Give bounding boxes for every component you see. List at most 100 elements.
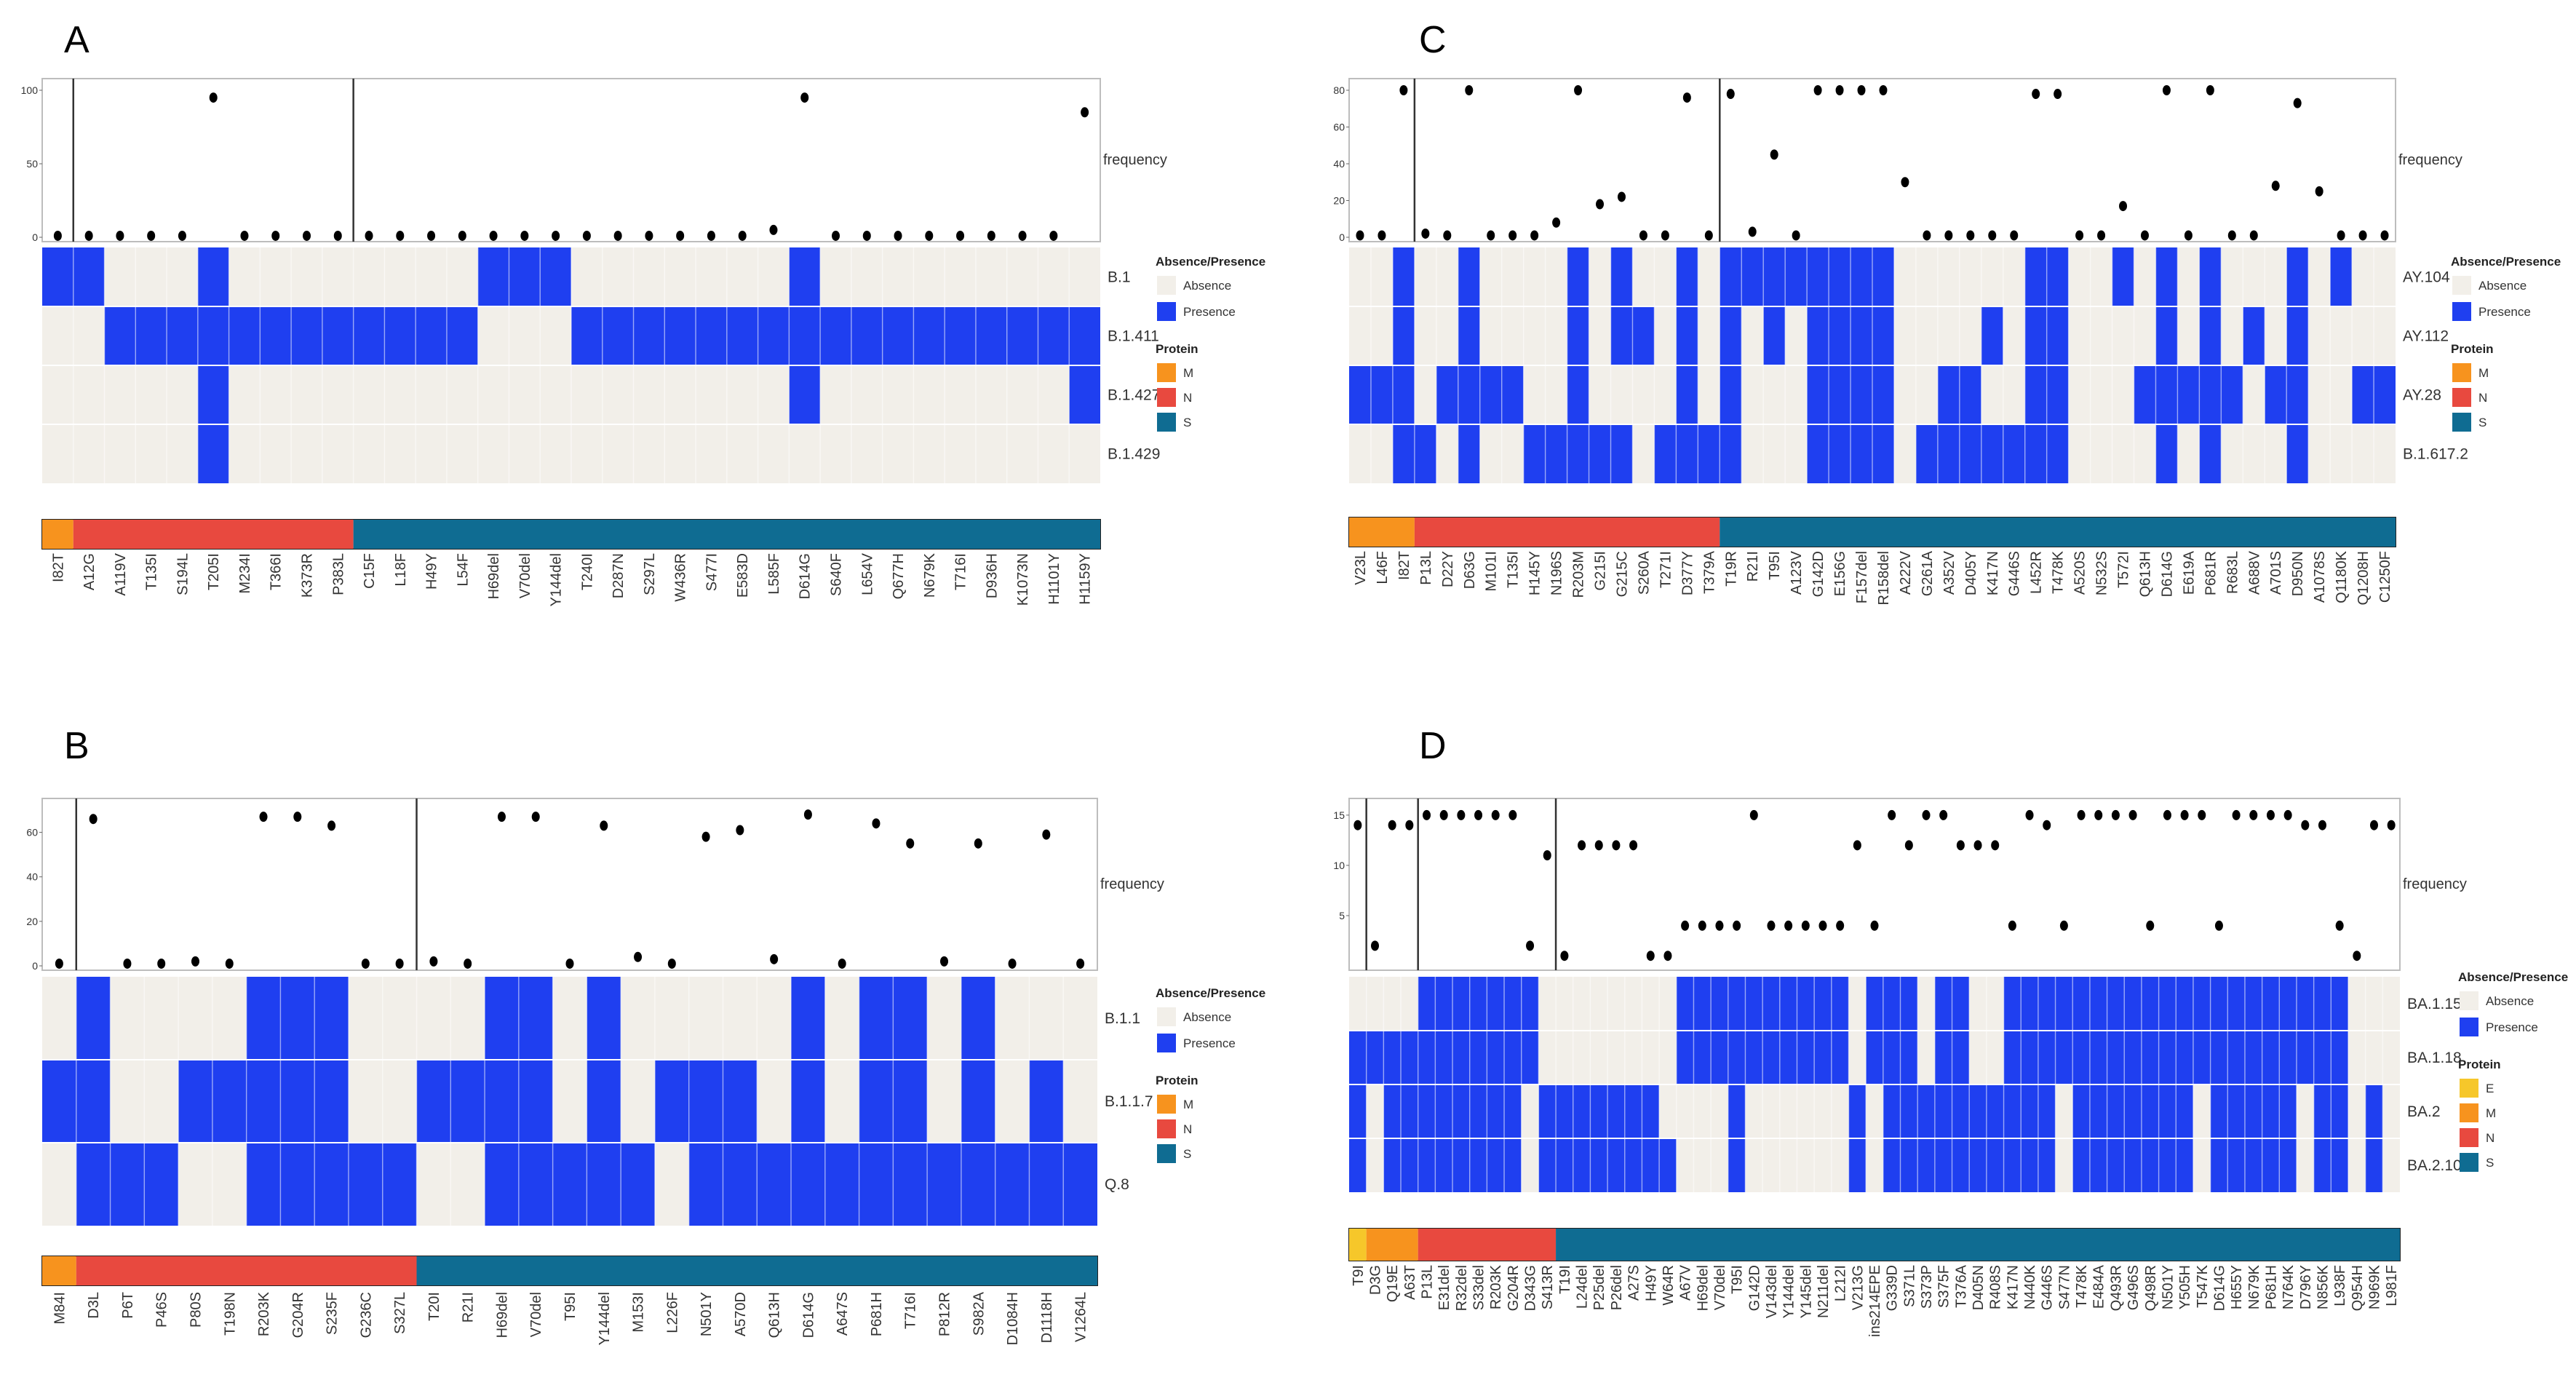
mutation-label: K1073N	[1015, 553, 1031, 606]
frequency-point	[395, 958, 404, 969]
frequency-point	[209, 92, 218, 103]
y-tick-label: 100	[21, 84, 39, 96]
frequency-point	[1988, 230, 1997, 241]
legend-title-protein: Protein	[2451, 342, 2494, 356]
presence-cell	[1848, 1138, 1867, 1192]
frequency-point	[427, 230, 436, 241]
legend-swatch-protein	[2460, 1153, 2478, 1172]
mutation-label: D796Y	[2298, 1265, 2314, 1309]
mutation-label: T135I	[1506, 551, 1522, 588]
mutation-label: G446S	[2040, 1265, 2056, 1310]
mutation-label: T9I	[1351, 1265, 1367, 1286]
mutation-label: G215I	[1593, 551, 1609, 590]
panel-label-a: A	[64, 19, 90, 61]
y-tick-label: 40	[1333, 158, 1345, 170]
frequency-point	[1646, 951, 1655, 961]
mutation-label: D614G	[798, 553, 814, 599]
frequency-point	[53, 230, 62, 241]
mutation-label: T95I	[1730, 1265, 1746, 1294]
frequency-point	[1596, 199, 1605, 210]
legend-label-protein: N	[1183, 391, 1192, 405]
frequency-point	[429, 956, 438, 967]
frequency-point	[84, 230, 93, 241]
protein-segment	[1720, 517, 2396, 547]
legend-title-absence-presence: Absence/Presence	[1156, 255, 1265, 269]
legend-swatch-protein	[1157, 1144, 1176, 1163]
legend-label-absence: Absence	[1183, 1010, 1231, 1024]
frequency-point	[565, 958, 574, 969]
frequency-point	[667, 958, 676, 969]
mutation-label: K373R	[300, 553, 316, 598]
frequency-point	[1733, 920, 1741, 931]
presence-cell	[2199, 424, 2222, 483]
presence-cell	[2365, 1084, 2383, 1138]
mutation-label: V70del	[517, 553, 533, 598]
frequency-point	[1353, 820, 1362, 830]
panel-a-frequency-label: frequency	[1103, 152, 1167, 168]
mutation-label: T198N	[222, 1292, 238, 1336]
mutation-label: Q1180K	[2334, 550, 2350, 603]
frequency-point	[1356, 230, 1364, 241]
presence-cell	[2199, 306, 2222, 365]
protein-segment	[353, 520, 1100, 549]
presence-cell	[2210, 1138, 2297, 1192]
mutation-label: G204R	[1506, 1265, 1522, 1311]
mutation-label: S327L	[392, 1292, 408, 1334]
presence-cell	[197, 365, 229, 424]
legend-label-protein: M	[1183, 1098, 1193, 1111]
mutation-label: R203K	[256, 1291, 272, 1336]
mutation-label: H49Y	[1643, 1265, 1659, 1301]
mutation-label: R203K	[1488, 1264, 1504, 1309]
presence-cell	[1418, 977, 1539, 1031]
mutation-label: H1159Y	[1078, 553, 1094, 605]
frequency-point	[2162, 85, 2171, 95]
presence-cell	[1763, 306, 1786, 365]
mutation-label: Y145del	[1798, 1265, 1814, 1318]
presence-cell	[1866, 1031, 1918, 1084]
frequency-point	[361, 958, 370, 969]
frequency-point	[838, 958, 846, 969]
frequency-point	[987, 230, 995, 241]
presence-cell	[1349, 1031, 1539, 1084]
frequency-point	[1487, 230, 1495, 241]
mutation-label: Q954H	[2350, 1265, 2366, 1311]
panel-c-mutation-labels: V23L L46F I82T P13L D22Y D63G M101I T135I H145Y N…	[1353, 550, 2393, 605]
mutation-label: S33del	[1471, 1265, 1487, 1310]
presence-cell	[1728, 1084, 1746, 1138]
mutation-label: R408S	[1988, 1265, 2004, 1309]
mutation-label: G339D	[1885, 1265, 1901, 1311]
mutation-label: L46F	[1375, 551, 1391, 584]
mutation-label: T716I	[903, 1292, 919, 1329]
mutation-label: D287N	[611, 553, 627, 598]
mutation-label: N764K	[2281, 1264, 2297, 1309]
mutation-label: A67V	[1678, 1264, 1694, 1301]
frequency-point	[940, 956, 949, 967]
panel-c-frequency-plot: 80 60 40 20 0	[1333, 78, 2396, 243]
frequency-point	[862, 230, 871, 241]
frequency-point	[1944, 230, 1953, 241]
frequency-point	[489, 230, 498, 241]
frequency-point	[1423, 809, 1431, 820]
frequency-point	[396, 230, 405, 241]
mutation-label: T240I	[579, 553, 595, 590]
frequency-point	[520, 230, 529, 241]
mutation-label: D377Y	[1679, 551, 1696, 595]
presence-cell	[2330, 247, 2353, 306]
mutation-label: S371L	[1901, 1265, 1917, 1307]
mutation-label: T95I	[1767, 551, 1783, 580]
presence-cell	[791, 1060, 825, 1143]
frequency-point	[872, 818, 880, 829]
mutation-label: D405N	[1971, 1265, 1987, 1310]
mutation-label: S260A	[1636, 550, 1652, 595]
frequency-point	[497, 812, 506, 822]
mutation-label: A119V	[113, 552, 129, 595]
lineage-label: Q.8	[1105, 1176, 1129, 1193]
mutation-label: Q677H	[891, 553, 907, 599]
mutation-label: P681H	[2263, 1265, 2279, 1309]
presence-cell	[197, 424, 229, 483]
frequency-point	[1801, 920, 1810, 931]
presence-cell	[1458, 247, 1480, 306]
legend-swatch-presence	[1157, 1034, 1176, 1052]
protein-segment	[416, 1256, 1097, 1285]
y-tick-label: 0	[32, 231, 38, 243]
